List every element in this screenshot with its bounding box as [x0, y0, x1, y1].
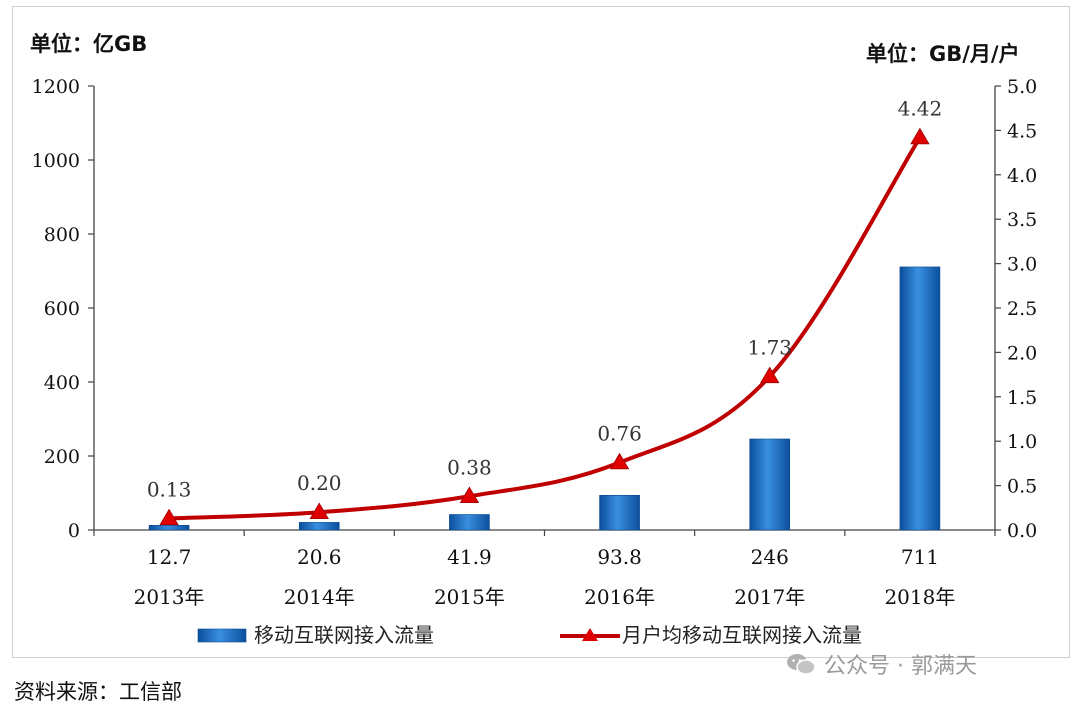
bar-value-label: 711 [901, 545, 939, 569]
line-value-label: 0.13 [147, 477, 192, 501]
category-label: 2018年 [884, 585, 955, 609]
left-axis-unit: 单位：亿GB [30, 32, 148, 56]
line-point [760, 366, 780, 384]
line-value-label: 4.42 [898, 97, 943, 121]
bar [449, 514, 490, 531]
left-tick-label: 200 [44, 446, 80, 468]
category-label: 2015年 [434, 585, 505, 609]
bar-value-label: 12.7 [147, 545, 192, 569]
right-tick-label: 2.0 [1007, 342, 1037, 364]
right-tick-label: 5.0 [1007, 76, 1037, 98]
line-value-label: 0.20 [297, 471, 342, 495]
right-tick-label: 1.0 [1007, 431, 1037, 453]
line-point [910, 127, 930, 145]
bar-value-label: 41.9 [447, 545, 492, 569]
right-tick-label: 1.5 [1007, 387, 1037, 409]
right-tick-label: 4.0 [1007, 165, 1037, 187]
left-tick-label: 400 [44, 372, 80, 394]
line-value-label: 0.38 [447, 455, 492, 479]
watermark-text: 公众号 · 郭满天 [824, 654, 977, 679]
bar-value-label: 93.8 [597, 545, 642, 569]
bar [899, 266, 941, 531]
wechat-icon [787, 654, 816, 675]
category-label: 2017年 [734, 585, 805, 609]
left-tick-label: 1200 [32, 76, 80, 98]
legend-line-label: 月户均移动互联网接入流量 [622, 623, 862, 647]
line-point [609, 452, 630, 470]
chart-frame [12, 6, 1070, 658]
right-axis-unit: 单位：GB/月/户 [866, 42, 1020, 66]
category-label: 2016年 [584, 585, 655, 609]
left-tick-label: 600 [44, 298, 80, 320]
bar [749, 438, 791, 531]
bar [298, 522, 340, 531]
line-value-label: 0.76 [597, 422, 642, 446]
left-tick-label: 1000 [32, 150, 80, 172]
right-tick-label: 0.0 [1007, 520, 1037, 542]
category-label: 2013年 [134, 585, 205, 609]
line-value-label: 1.73 [747, 335, 792, 359]
left-tick-label: 0 [68, 520, 80, 542]
line-point [159, 508, 179, 526]
bar [148, 525, 190, 531]
legend-line-marker [582, 628, 598, 641]
bar-value-label: 246 [751, 545, 789, 569]
right-tick-label: 0.5 [1007, 476, 1037, 498]
right-tick-label: 3.5 [1007, 209, 1037, 231]
bar-value-label: 20.6 [297, 545, 342, 569]
bar [599, 494, 640, 531]
series-line [169, 136, 922, 521]
line-point [459, 486, 480, 503]
right-tick-label: 4.5 [1007, 120, 1037, 142]
watermark: 公众号 · 郭满天 [786, 648, 977, 680]
source-note: 资料来源：工信部 [14, 680, 182, 704]
line-point [309, 502, 329, 519]
category-label: 2014年 [284, 585, 355, 609]
right-tick-label: 3.0 [1007, 254, 1037, 276]
legend-bar-label: 移动互联网接入流量 [254, 623, 434, 647]
legend-bar-swatch [197, 628, 247, 643]
left-tick-label: 800 [44, 224, 80, 246]
right-tick-label: 2.5 [1007, 298, 1037, 320]
